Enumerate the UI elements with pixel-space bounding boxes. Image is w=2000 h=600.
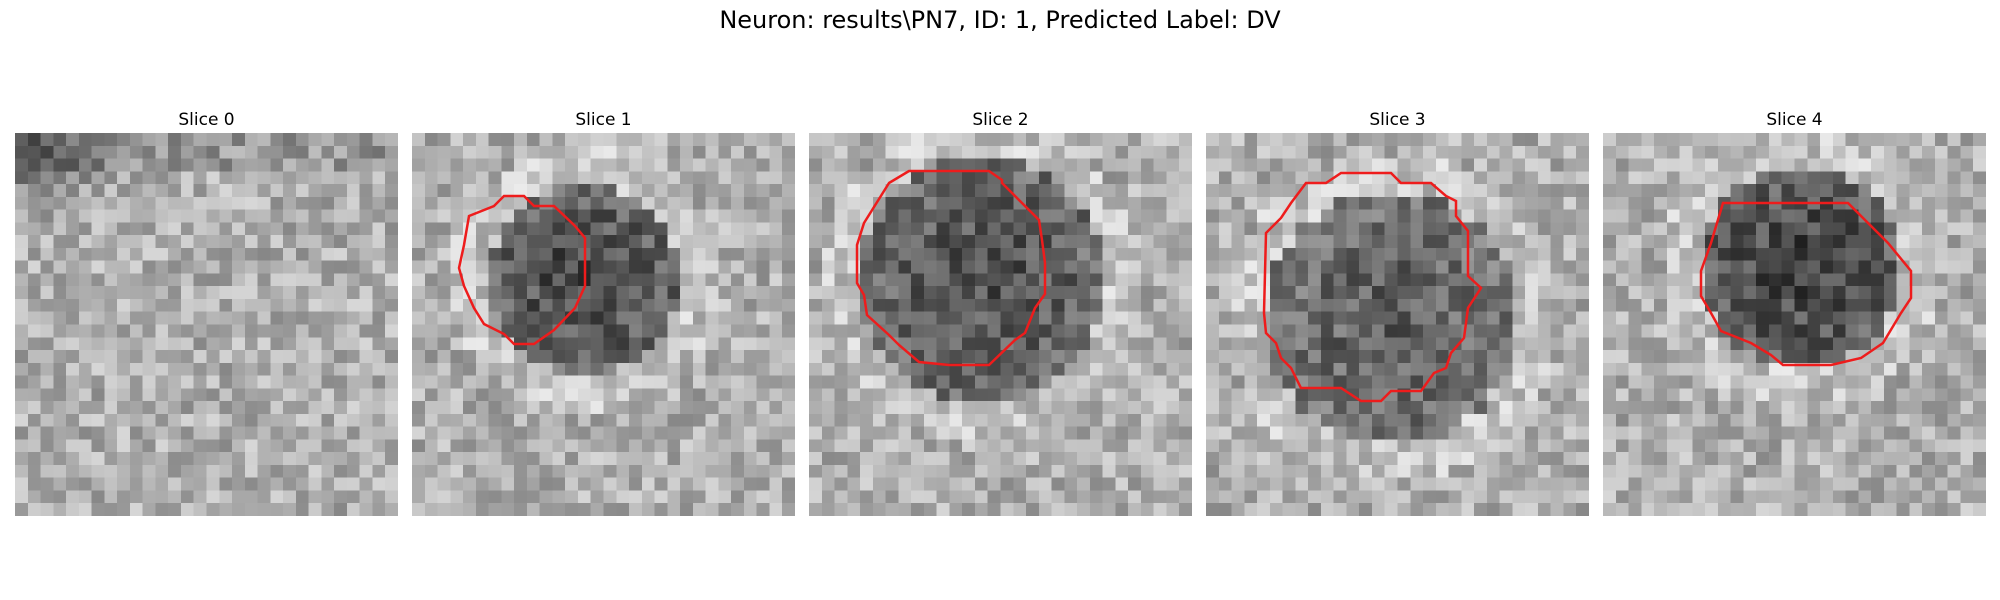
slice-image xyxy=(1206,133,1589,516)
slice-image xyxy=(809,133,1192,516)
slice-panel-3: Slice 3 xyxy=(1206,108,1589,516)
slice-title: Slice 0 xyxy=(178,110,235,130)
contour-outline xyxy=(855,169,1047,367)
contour-outline xyxy=(457,194,587,346)
slice-title: Slice 3 xyxy=(1369,110,1426,130)
slice-title: Slice 1 xyxy=(575,110,632,130)
slice-panel-4: Slice 4 xyxy=(1603,108,1986,516)
grayscale-image xyxy=(412,133,795,516)
slice-image xyxy=(15,133,398,516)
figure-title: Neuron: results\PN7, ID: 1, Predicted La… xyxy=(719,6,1281,34)
contour-outline xyxy=(1262,171,1483,403)
roi-contour xyxy=(855,169,1047,367)
roi-contour xyxy=(1699,201,1913,367)
roi-contour xyxy=(1262,171,1483,403)
slice-panel-1: Slice 1 xyxy=(412,108,795,516)
slice-title: Slice 4 xyxy=(1766,110,1823,130)
grayscale-image xyxy=(1206,133,1589,516)
grayscale-image xyxy=(15,133,398,516)
slice-panel-0: Slice 0 xyxy=(15,108,398,516)
grayscale-image xyxy=(1603,133,1986,516)
slice-title: Slice 2 xyxy=(972,110,1029,130)
contour-outline xyxy=(1699,201,1913,367)
slice-image xyxy=(412,133,795,516)
grayscale-image xyxy=(809,133,1192,516)
slice-image xyxy=(1603,133,1986,516)
roi-contour xyxy=(457,194,587,346)
slice-panel-2: Slice 2 xyxy=(809,108,1192,516)
